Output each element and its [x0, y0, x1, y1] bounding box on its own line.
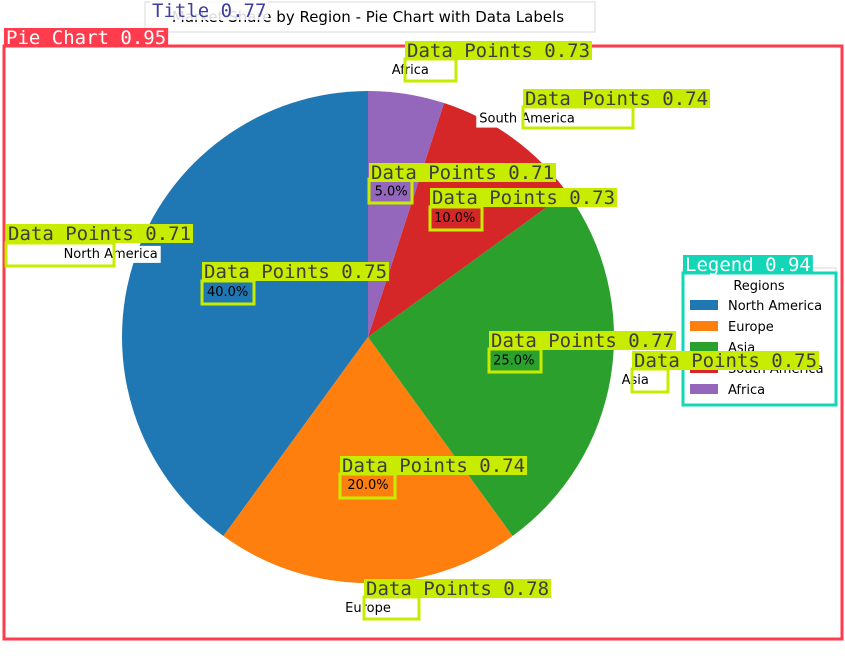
value-label-south-america-box [431, 210, 479, 228]
legend-swatch-asia [690, 342, 718, 352]
category-label-africa: Africa [392, 63, 429, 78]
legend-label-africa: Africa [728, 383, 765, 398]
legend-title: Regions [733, 279, 785, 294]
category-label-europe-box [342, 600, 394, 618]
pie-slice-north-america [122, 91, 369, 537]
detection-label-bg [364, 579, 552, 598]
detection-datapoint: Data Points 0.78 [362, 578, 552, 621]
value-label-south-america: 10.0% [434, 211, 475, 226]
detection-label: Data Points 0.73 [407, 40, 590, 62]
category-label-north-america-group: North America [60, 245, 161, 263]
detection-label: Data Points 0.74 [525, 88, 708, 110]
legend-swatch-north-america [690, 300, 718, 310]
detection-label: Title 0.77 [152, 0, 266, 22]
category-label-south-america: South America [479, 112, 575, 127]
value-label-north-america: 40.0% [207, 285, 248, 300]
category-labels: North America Europe Asia South America Afri… [60, 62, 652, 618]
value-label-africa: 5.0% [375, 185, 408, 200]
detection-label-bg [6, 224, 194, 243]
value-label-asia: 25.0% [493, 354, 534, 369]
detection-label-bg [405, 41, 593, 60]
detection-overlay: Title 0.77 Pie Chart 0.95 Legend 0.94 Data … [2, 0, 844, 641]
detection-label-bg [150, 1, 269, 20]
value-label-south-america-group: 10.0% [431, 210, 479, 228]
detection-datapoint: Data Points 0.74 [338, 455, 528, 500]
detection-datapoint: Data Points 0.71 [4, 223, 194, 268]
detection-label: Data Points 0.77 [491, 330, 674, 352]
detection-datapoint: Data Points 0.74 [521, 88, 711, 130]
category-label-south-america-group: South America [476, 110, 578, 128]
value-label-africa-box [371, 183, 411, 201]
detection-label: Data Points 0.75 [634, 350, 817, 372]
detection-label: Data Points 0.78 [366, 578, 549, 600]
detection-label: Legend 0.94 [685, 254, 811, 276]
category-label-south-america-box [476, 110, 578, 128]
category-label-asia: Asia [622, 373, 649, 388]
category-label-europe-group: Europe [342, 600, 394, 618]
category-label-north-america-box [60, 245, 161, 263]
detection-datapoint: Data Points 0.75 [200, 261, 390, 306]
detection-label: Data Points 0.71 [8, 223, 191, 245]
detection-label-bg [340, 456, 528, 475]
detection-datapoint: Data Points 0.77 [487, 330, 677, 374]
value-label-europe-group: 20.0% [344, 477, 392, 495]
detection-label: Data Points 0.73 [432, 187, 615, 209]
legend-frame [682, 267, 837, 406]
detection-label-bg [683, 255, 813, 274]
detection-label-bg [369, 163, 557, 182]
category-label-asia-group: Asia [618, 371, 652, 389]
percentage-labels: 40.0% 20.0% 25.0% 10.0% 5.0% [203, 183, 538, 495]
detection-label: Data Points 0.71 [371, 162, 554, 184]
legend-swatch-europe [690, 321, 718, 331]
value-label-europe: 20.0% [347, 478, 388, 493]
detection-label: Data Points 0.74 [342, 455, 525, 477]
detection-datapoint: Data Points 0.75 [630, 350, 820, 394]
legend-label-europe: Europe [728, 320, 774, 335]
detection-datapoint: Data Points 0.73 [428, 187, 618, 232]
detection-datapoint: Data Points 0.71 [367, 162, 557, 205]
category-label-europe: Europe [345, 601, 391, 616]
detection-datapoint: Data Points 0.73 [403, 40, 593, 83]
value-label-asia-group: 25.0% [490, 352, 538, 370]
detection-legend: Legend 0.94 [681, 254, 838, 407]
detection-label-bg [632, 351, 820, 370]
value-label-north-america-box [203, 283, 252, 301]
value-label-africa-group: 5.0% [371, 183, 411, 201]
value-label-europe-box [344, 477, 392, 495]
detection-label-bg [430, 188, 618, 207]
category-label-africa-group: Africa [388, 62, 432, 80]
category-label-africa-box [388, 62, 432, 80]
detection-title: Title 0.77 [150, 0, 269, 22]
detection-label-bg [523, 89, 711, 108]
legend-swatch-africa [690, 384, 718, 394]
detection-label: Data Points 0.75 [204, 261, 387, 283]
value-label-asia-box [490, 352, 538, 370]
detection-label-bg [489, 331, 677, 350]
legend-label-north-america: North America [728, 299, 822, 314]
detection-label-bg [4, 28, 169, 47]
detection-label: Pie Chart 0.95 [6, 27, 166, 49]
chart-title: Market Share by Region - Pie Chart with … [172, 8, 564, 26]
detection-label-bg [202, 262, 390, 281]
category-label-north-america: North America [64, 247, 158, 262]
value-label-north-america-group: 40.0% [203, 283, 252, 301]
category-label-asia-box [618, 371, 652, 389]
